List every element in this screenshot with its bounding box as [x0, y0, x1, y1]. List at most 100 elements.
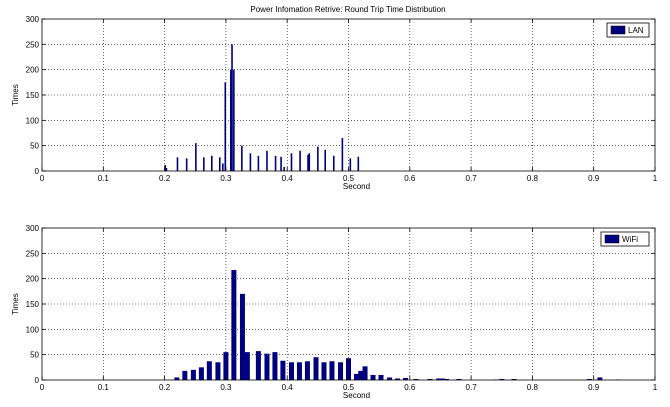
- wifi-bar: [358, 370, 364, 380]
- lan-bar: [317, 146, 319, 171]
- legend-swatch: [610, 25, 626, 35]
- x-tick-label: 0.4: [282, 174, 294, 183]
- x-tick-label: 0.6: [404, 383, 416, 392]
- x-tick-label: 0.1: [98, 174, 110, 183]
- lan-bar: [299, 150, 301, 171]
- lan-bar: [203, 157, 205, 171]
- y-axis-label: Times: [11, 293, 20, 314]
- y-tick-label: 100: [26, 116, 40, 125]
- lan-bar: [280, 156, 282, 171]
- wifi-bar: [182, 370, 188, 380]
- wifi-bar: [329, 361, 335, 380]
- lan-bar: [341, 138, 344, 171]
- lan-bar: [218, 157, 221, 171]
- wifi-bar: [239, 293, 245, 380]
- wifi-bar: [387, 377, 393, 380]
- lan-bar: [224, 82, 227, 171]
- wifi-bar: [370, 374, 376, 380]
- legend-swatch: [604, 234, 620, 244]
- wifi-bar: [244, 352, 250, 380]
- y-axis-label: Times: [11, 84, 20, 105]
- x-tick-label: 0.3: [220, 383, 232, 392]
- lan-bar: [249, 153, 252, 171]
- lan-bar: [195, 143, 197, 171]
- x-tick-label: 0: [40, 383, 45, 392]
- wifi-bar: [378, 374, 384, 380]
- lan-bar: [241, 145, 243, 171]
- y-tick-label: 50: [30, 351, 39, 360]
- lan-bar: [231, 44, 233, 172]
- legend-label: WiFi: [622, 235, 638, 244]
- wifi-bar: [231, 270, 237, 380]
- y-tick-label: 200: [26, 66, 40, 75]
- lan-bar: [332, 155, 335, 171]
- wifi-bar: [264, 353, 270, 380]
- y-tick-label: 150: [26, 91, 40, 100]
- x-tick-label: 0.9: [588, 383, 600, 392]
- wifi-bar: [223, 352, 229, 380]
- wifi-bar: [255, 351, 261, 380]
- x-tick-label: 0.4: [282, 383, 294, 392]
- x-tick-label: 0.6: [404, 174, 416, 183]
- y-tick-label: 0: [35, 167, 40, 176]
- lan-bar: [257, 155, 260, 171]
- lan-bar: [211, 155, 213, 171]
- chart-title: Power Infomation Retrive: Round Trip Tim…: [250, 5, 445, 14]
- wifi-bar: [296, 362, 302, 380]
- wifi-bar: [338, 362, 344, 380]
- wifi-bar: [586, 378, 592, 380]
- legend: LAN: [606, 22, 650, 38]
- wifi-bar: [190, 369, 196, 380]
- lan-bar: [307, 154, 309, 171]
- wifi-bar: [413, 378, 419, 380]
- wifi-bar: [346, 358, 351, 380]
- x-tick-label: 0.8: [527, 174, 539, 183]
- wifi-bar: [439, 378, 445, 380]
- x-axis-label: Second: [343, 182, 370, 191]
- wifi-bar: [288, 362, 294, 380]
- lan-bar: [165, 167, 168, 171]
- x-tick-label: 0.1: [98, 383, 110, 392]
- x-tick-label: 0.5: [343, 174, 355, 183]
- wifi-bar: [304, 361, 310, 380]
- x-tick-label: 0.7: [466, 174, 478, 183]
- lan-bar: [349, 158, 352, 171]
- wifi-bar: [444, 378, 450, 380]
- x-tick-label: 0.5: [343, 383, 355, 392]
- x-tick-label: 0: [40, 174, 45, 183]
- wifi-bar: [215, 362, 221, 380]
- y-tick-label: 250: [26, 249, 40, 258]
- x-tick-label: 0.8: [527, 383, 539, 392]
- lan-bar: [185, 158, 188, 171]
- y-tick-label: 300: [26, 224, 40, 233]
- wifi-bar: [206, 361, 212, 380]
- wifi-panel: 0 0.1 0.2 0.3 0.4 0.5 0.6 0.7 0.8 0.9 1 0 50 100 150 20…: [11, 224, 658, 400]
- legend-label: LAN: [628, 26, 644, 35]
- y-tick-label: 0: [35, 376, 40, 385]
- legend: WiFi: [600, 231, 650, 247]
- lan-bar: [176, 157, 179, 171]
- x-axis-label: Second: [343, 391, 370, 400]
- lan-bar: [164, 164, 167, 171]
- lan-bar: [324, 149, 327, 171]
- y-tick-label: 50: [30, 142, 39, 151]
- y-tick-label: 200: [26, 275, 40, 284]
- lan-bar: [266, 150, 268, 171]
- wifi-bar: [313, 357, 319, 380]
- x-tick-label: 1: [653, 174, 658, 183]
- wifi-bar: [511, 378, 517, 380]
- x-tick-label: 0.2: [159, 174, 171, 183]
- lan-panel: 0 0.1 0.2 0.3 0.4 0.5 0.6 0.7 0.8 0.9 1 0 50 100 150 20…: [11, 15, 658, 191]
- wifi-bar: [436, 378, 442, 380]
- x-tick-label: 0.2: [159, 383, 171, 392]
- lan-bar: [233, 69, 235, 171]
- wifi-bar: [198, 367, 204, 380]
- lan-bar: [274, 155, 277, 171]
- lan-bar: [357, 156, 360, 171]
- wifi-bar: [499, 378, 505, 380]
- lan-bar: [222, 163, 224, 171]
- wifi-bar: [395, 378, 401, 380]
- lan-bar: [308, 153, 311, 171]
- wifi-bar: [321, 362, 327, 380]
- lan-bar: [230, 69, 232, 171]
